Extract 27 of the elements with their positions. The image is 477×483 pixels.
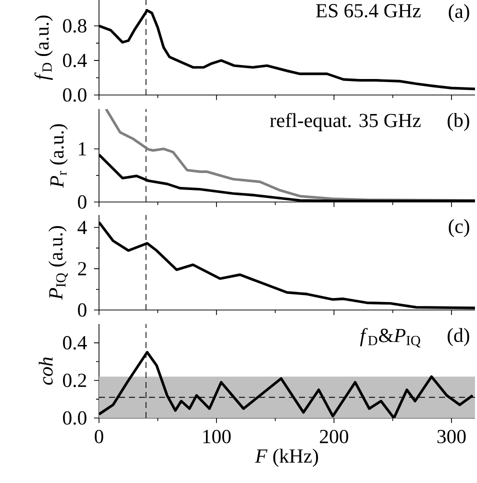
annotation: (a) — [448, 4, 470, 22]
y-axis-title: P$_{r}$ (a.u.) — [50, 124, 68, 188]
x-tick-label: 100 — [203, 430, 231, 444]
annotation: (b) — [448, 112, 470, 132]
x-axis-title: F (kHz) — [255, 448, 318, 467]
y-tick-label: 0 — [78, 195, 86, 209]
y-tick-label: 0.4 — [63, 54, 87, 68]
y-axis-title: P$_{IQ}$ (a.u.) — [48, 226, 68, 300]
y-tick-label: 0.2 — [63, 374, 86, 388]
y-tick-label: 2 — [78, 262, 86, 276]
y-tick-label: 0.4 — [63, 336, 87, 350]
y-tick-label: 4 — [78, 220, 87, 234]
annotation: refl-equat. 35 GHz — [270, 112, 421, 132]
y-axis-title: f$_{D}$ (a.u.) — [34, 16, 53, 80]
y-tick-label: 1 — [78, 142, 86, 156]
annotation: (d) — [448, 328, 470, 346]
annotation: ES 65.4 GHz — [316, 4, 421, 18]
y-axis-title: coh — [38, 357, 53, 385]
y-tick-label: 0.0 — [63, 88, 86, 102]
annotation: (c) — [448, 219, 470, 238]
y-tick-label: 0 — [78, 303, 86, 317]
annotation: f$_{D}$&P$_{IQ}$ — [360, 328, 420, 348]
y-tick-label: 0.8 — [63, 19, 86, 33]
x-tick-label: 300 — [438, 430, 466, 444]
x-tick-label: 0 — [94, 430, 104, 444]
y-tick-label: 0.0 — [63, 411, 86, 425]
x-tick-label: 200 — [320, 430, 348, 444]
